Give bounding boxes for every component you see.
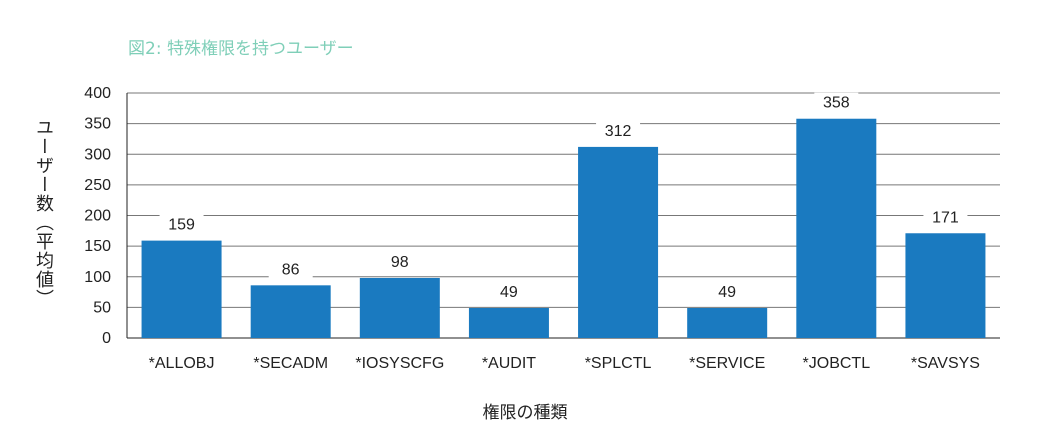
bar [687,307,768,338]
y-axis-ticks: 0 50 100 150 200 250 300 350 400 [84,85,111,347]
y-axis-title: ユーザー数（平均値） [33,118,54,308]
category-label: *ALLOBJ [149,355,215,372]
value-label: 98 [391,254,409,271]
category-label: *SECADM [253,355,328,372]
x-axis-title: 権限の種類 [482,403,568,423]
y-tick-label: 50 [93,299,111,316]
category-label: *SERVICE [689,355,765,372]
y-tick-label: 250 [84,177,111,194]
y-tick-label: 200 [84,208,111,225]
category-label: *IOSYSCFG [355,355,444,372]
value-label: 312 [605,123,632,140]
y-tick-label: 0 [102,330,111,347]
value-label: 49 [718,284,736,301]
y-tick-label: 300 [84,146,111,163]
bars [141,118,986,338]
y-tick-label: 400 [84,85,111,102]
category-label: *JOBCTL [803,355,871,372]
value-label-background [596,120,641,141]
value-label-background [486,281,531,302]
category-label: *SPLCTL [585,355,652,372]
bar [141,240,222,338]
value-label-background [268,259,313,280]
value-label: 171 [932,209,959,226]
category-label: *SAVSYS [911,355,980,372]
y-tick-label: 150 [84,238,111,255]
bar [796,118,877,338]
category-label: *AUDIT [482,355,536,372]
bar [468,307,549,338]
value-labels: 159 86 98 49 312 49 358 171 [159,92,968,302]
value-label: 49 [500,284,518,301]
value-label-background [923,207,968,228]
bar [359,277,440,338]
value-label: 358 [823,95,850,112]
y-tick-label: 350 [84,116,111,133]
bar [250,285,331,338]
chart-title: 図2: 特殊権限を持つユーザー [128,39,354,59]
value-label: 159 [168,217,195,234]
value-label-background [705,281,750,302]
bar [905,233,986,338]
value-label-background [814,92,859,113]
value-label-background [377,251,422,272]
bar [578,146,659,338]
value-label: 86 [282,261,300,278]
x-axis-categories: *ALLOBJ *SECADM *IOSYSCFG *AUDIT *SPLCTL *SER… [149,355,980,372]
y-tick-label: 100 [84,269,111,286]
value-label-background [159,214,204,235]
